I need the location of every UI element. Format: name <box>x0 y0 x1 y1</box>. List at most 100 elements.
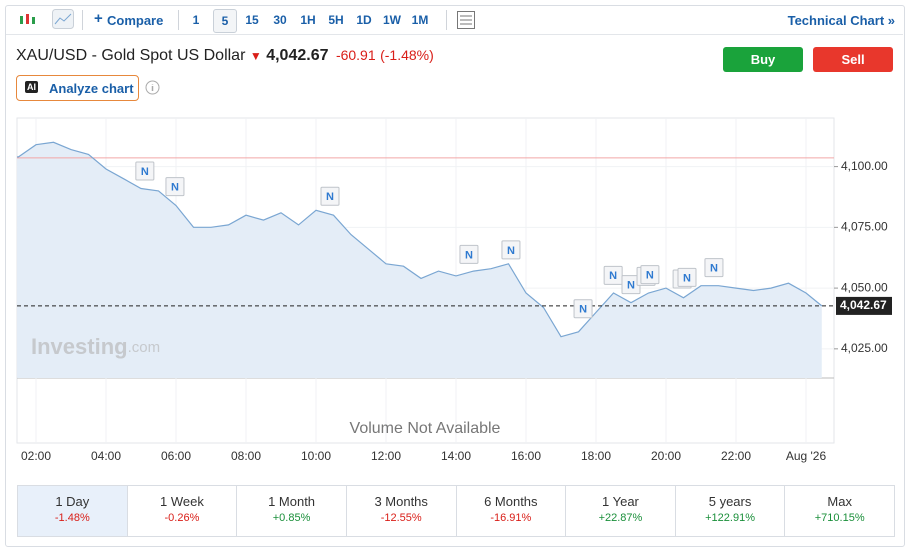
news-marker-label: N <box>683 272 691 284</box>
period-cell[interactable]: 1 Week -0.26% <box>128 486 238 536</box>
x-tick-label: 08:00 <box>231 449 261 463</box>
quote-header: XAU/USD - Gold Spot US Dollar ▼ 4,042.67… <box>16 47 434 65</box>
period-cell[interactable]: 1 Day -1.48% <box>18 486 128 536</box>
period-label: 5 years <box>708 494 752 509</box>
x-tick-label: 16:00 <box>511 449 541 463</box>
news-marker-label: N <box>507 245 515 257</box>
period-label: 6 Months <box>484 494 538 509</box>
info-icon[interactable] <box>145 80 160 95</box>
news-marker-label: N <box>579 304 587 316</box>
analyze-chart-button[interactable]: AI Analyze chart <box>16 75 139 101</box>
news-marker-label: N <box>465 249 473 261</box>
period-label: 1 Day <box>55 494 90 509</box>
x-tick-label: 12:00 <box>371 449 401 463</box>
toolbar: + Compare Technical Chart » 1 5 15 30 1H 5H 1D… <box>6 6 903 35</box>
news-marker: N <box>459 244 479 264</box>
area-fill <box>17 142 822 378</box>
watermark-suffix: .com <box>128 339 161 356</box>
news-marker-label: N <box>609 270 617 282</box>
interval-button[interactable]: 15 <box>245 13 259 27</box>
period-cell[interactable]: Max +710.15% <box>785 486 894 536</box>
x-tick-label: 02:00 <box>21 449 51 463</box>
price-line <box>17 141 823 338</box>
news-marker-box <box>501 240 521 260</box>
volume-note: Volume Not Available <box>350 420 501 437</box>
period-cell[interactable]: 1 Year +22.87% <box>566 486 676 536</box>
news-marker-box <box>677 267 697 287</box>
x-tick-label: 14:00 <box>441 449 471 463</box>
widget-frame <box>5 5 905 547</box>
price: 4,042.67 <box>266 47 329 64</box>
period-change: -1.48% <box>54 512 90 524</box>
buy-button[interactable]: Buy <box>723 47 803 72</box>
interval-button[interactable]: 1M <box>411 13 429 27</box>
period-change: +122.91% <box>705 512 755 524</box>
period-label: 3 Months <box>374 494 428 509</box>
news-marker-box <box>459 244 479 264</box>
news-marker: N <box>165 177 185 197</box>
period-table: 1 Day -1.48% 1 Week -0.26% 1 Month +0.85% 3 Mo… <box>17 485 895 537</box>
news-marker-box <box>640 265 660 285</box>
period-label: 1 Week <box>160 494 204 509</box>
period-cell[interactable]: 5 years +122.91% <box>676 486 786 536</box>
period-change: +0.85% <box>272 512 311 524</box>
last-price-box <box>836 296 892 315</box>
news-marker-box <box>704 258 724 278</box>
symbol: XAU/USD - Gold Spot US Dollar <box>16 47 246 64</box>
news-marker: N <box>573 299 593 319</box>
period-label: 1 Month <box>268 494 316 509</box>
interval-button[interactable]: 30 <box>273 13 287 27</box>
technical-chart-link[interactable]: Technical Chart » <box>787 13 895 28</box>
news-marker-box <box>603 265 623 285</box>
last-price-label: 4,042.67 <box>840 298 887 312</box>
news-marker: N <box>603 265 623 285</box>
y-tick-label: 4,025.00 <box>841 341 888 355</box>
interval-button[interactable]: 1 <box>192 13 200 27</box>
period-cell[interactable]: 6 Months -16.91% <box>457 486 567 536</box>
candles-icon[interactable] <box>18 12 36 28</box>
interval-button[interactable]: 5H <box>328 13 344 27</box>
news-marker: N <box>501 240 521 260</box>
news-marker-label: N <box>646 269 654 281</box>
period-change: -16.91% <box>490 512 532 524</box>
y-tick-label: 4,075.00 <box>841 220 888 234</box>
x-tick-label: 06:00 <box>161 449 191 463</box>
watermark-brand: Investing <box>31 334 128 359</box>
news-marker-box <box>135 161 155 181</box>
period-label: 1 Year <box>602 494 639 509</box>
change: -60.91 <box>335 47 376 63</box>
news-marker-box <box>573 299 593 319</box>
period-change: -0.26% <box>164 512 200 524</box>
down-arrow: ▼ <box>249 49 262 63</box>
news-marker-box <box>320 186 340 206</box>
news-marker-label: N <box>141 166 149 178</box>
news-marker-box <box>165 177 185 197</box>
news-marker-label: N <box>710 263 718 275</box>
divider <box>178 10 179 30</box>
news-marker: N <box>640 265 660 285</box>
indicators-icon[interactable] <box>456 10 476 30</box>
y-tick-label: 4,100.00 <box>841 159 888 173</box>
interval-button[interactable]: 1D <box>356 13 372 27</box>
divider <box>446 10 447 30</box>
plus-icon: + <box>94 10 103 27</box>
period-cell[interactable]: 3 Months -12.55% <box>347 486 457 536</box>
period-label: Max <box>827 494 852 509</box>
period-cell[interactable]: 1 Month +0.85% <box>237 486 347 536</box>
compare-button[interactable]: Compare <box>107 13 164 28</box>
news-marker: N <box>320 186 340 206</box>
x-tick-label: 18:00 <box>581 449 611 463</box>
news-marker: N <box>677 267 697 287</box>
interval-button[interactable]: 5 <box>213 9 237 33</box>
interval-button[interactable]: 1H <box>300 13 316 27</box>
news-marker: N <box>704 258 724 278</box>
sell-button[interactable]: Sell <box>813 47 893 72</box>
change-pct: (-1.48%) <box>380 47 434 63</box>
area-icon[interactable] <box>52 9 74 29</box>
period-change: +22.87% <box>598 512 643 524</box>
interval-button[interactable]: 1W <box>383 13 401 27</box>
x-tick-label: 10:00 <box>301 449 331 463</box>
ai-badge: AI <box>25 81 38 93</box>
